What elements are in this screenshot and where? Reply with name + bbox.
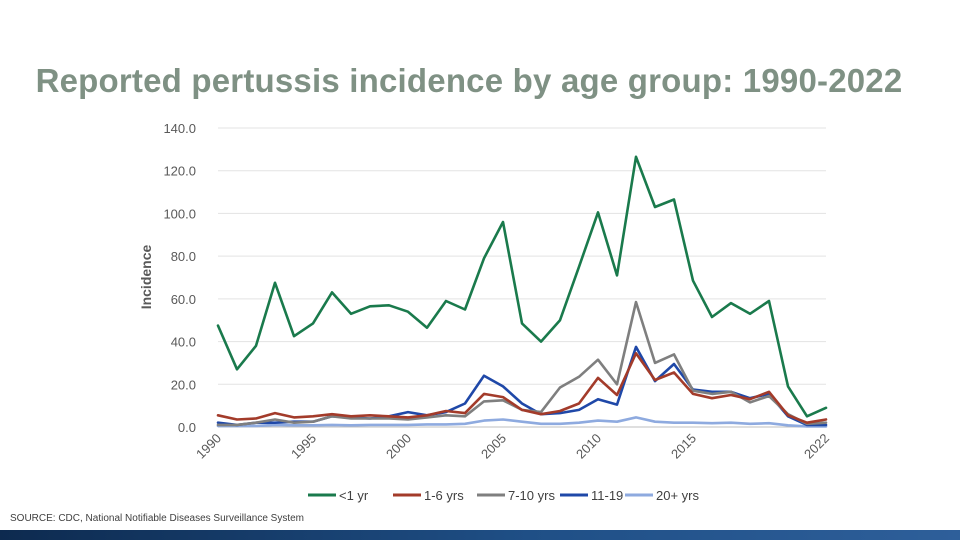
series-line <box>216 351 828 425</box>
series-lines <box>216 155 828 428</box>
y-tick-label: 80.0 <box>171 249 196 264</box>
y-tick-label: 0.0 <box>178 420 196 435</box>
legend-label: 20+ yrs <box>656 488 699 503</box>
y-tick-label: 20.0 <box>171 377 196 392</box>
y-tick-label: 140.0 <box>163 121 196 136</box>
y-tick-label: 40.0 <box>171 335 196 350</box>
x-tick-label: 2010 <box>573 431 604 462</box>
series-line <box>216 416 828 428</box>
y-tick-label: 60.0 <box>171 292 196 307</box>
series-line <box>216 345 828 427</box>
x-tick-label: 2000 <box>383 431 414 462</box>
series-line <box>216 155 828 418</box>
legend-label: 11-19 <box>591 488 623 503</box>
legend-label: <1 yr <box>339 488 369 503</box>
x-tick-label: 2005 <box>478 431 509 462</box>
source-note: SOURCE: CDC, National Notifiable Disease… <box>10 513 304 524</box>
legend-label: 1-6 yrs <box>424 488 464 503</box>
x-tick-label: 2022 <box>801 431 832 462</box>
x-axis-ticks: 1990 1995 2000 2005 2010 2015 2022 <box>193 431 832 462</box>
y-tick-label: 120.0 <box>163 164 196 179</box>
y-axis-title: Incidence <box>138 245 154 310</box>
legend-label: 7-10 yrs <box>508 488 555 503</box>
y-axis-ticks: 0.0 20.0 40.0 60.0 80.0 100.0 120.0 140.0 <box>163 121 196 435</box>
y-tick-label: 100.0 <box>163 206 196 221</box>
x-tick-label: 1990 <box>193 431 224 462</box>
gridlines <box>218 127 826 428</box>
x-tick-label: 2015 <box>668 431 699 462</box>
legend: <1 yr 1-6 yrs 7-10 yrs 11-19 20+ yrs <box>308 488 699 503</box>
footer-bar <box>0 530 960 540</box>
slide-title: Reported pertussis incidence by age grou… <box>35 62 903 99</box>
x-tick-label: 1995 <box>288 431 319 462</box>
